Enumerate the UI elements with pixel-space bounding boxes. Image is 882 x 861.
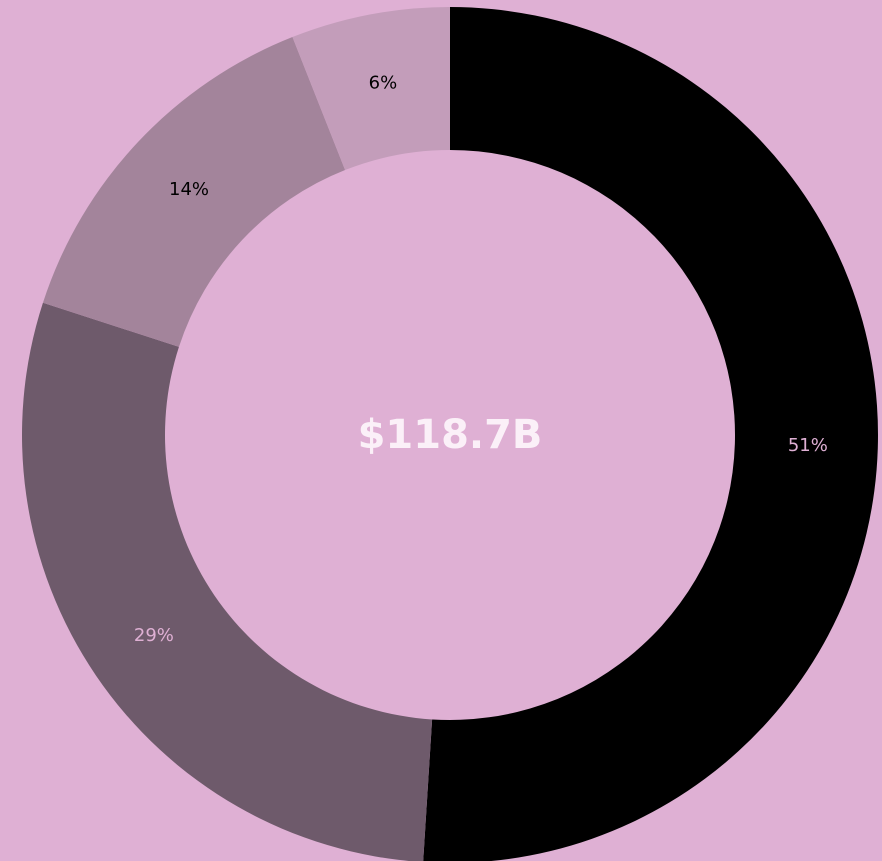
slice xyxy=(423,7,878,861)
value-label: 29% xyxy=(134,625,174,646)
value-label: 51% xyxy=(788,435,828,456)
value-label: 6% xyxy=(369,72,398,93)
slice xyxy=(292,7,450,171)
slice xyxy=(22,302,433,861)
slice xyxy=(42,37,346,347)
value-label: 14% xyxy=(169,179,209,200)
center-text: $118.7B xyxy=(358,412,543,458)
slices xyxy=(22,7,878,861)
